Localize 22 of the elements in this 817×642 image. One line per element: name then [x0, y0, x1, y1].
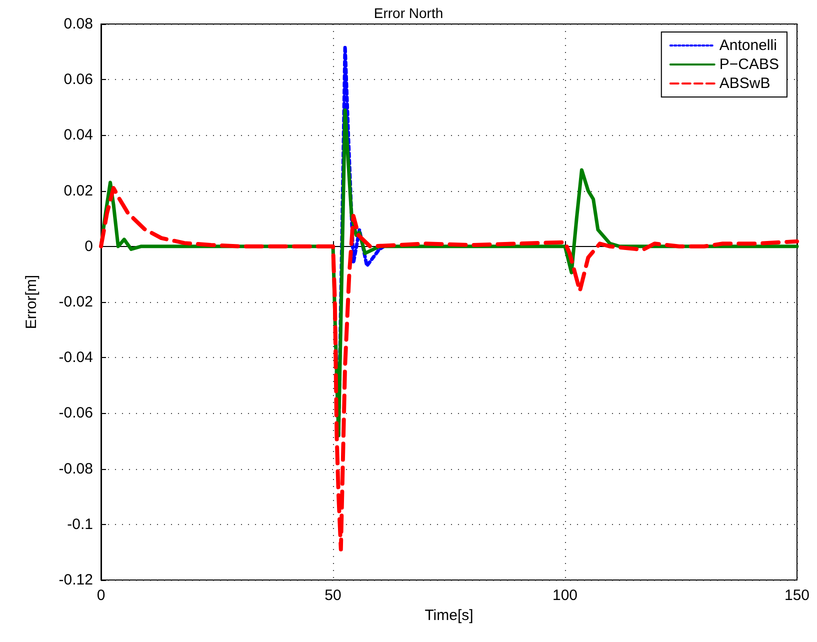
y-tick-label: -0.12 — [58, 572, 93, 588]
x-tick-label: 50 — [324, 587, 342, 604]
y-axis-title: Error[m] — [23, 274, 40, 330]
y-tick-label: -0.08 — [58, 460, 93, 478]
legend-label: Antonelli — [719, 37, 777, 54]
y-tick-label: 0.04 — [64, 126, 93, 144]
x-axis-title: Time[s] — [424, 607, 474, 624]
y-tick-label: -0.02 — [58, 294, 93, 310]
y-tick-label: -0.06 — [58, 404, 93, 422]
y-tick-label: 0.06 — [64, 71, 93, 88]
x-tick-label: 0 — [96, 587, 106, 604]
chart-title: Error North — [374, 5, 444, 21]
y-tick-label: 0.02 — [64, 182, 93, 200]
y-tick-label: 0 — [84, 238, 93, 255]
x-tick-label: 100 — [552, 587, 578, 604]
x-tick-label: 150 — [784, 587, 810, 604]
line-series — [99, 186, 799, 552]
y-tick-label: 0.08 — [64, 16, 93, 32]
legend-label: ABSwB — [719, 75, 770, 92]
legend-label: P−CABS — [719, 56, 780, 73]
y-tick-label: -0.1 — [67, 516, 93, 533]
y-tick-label: -0.04 — [58, 349, 93, 366]
